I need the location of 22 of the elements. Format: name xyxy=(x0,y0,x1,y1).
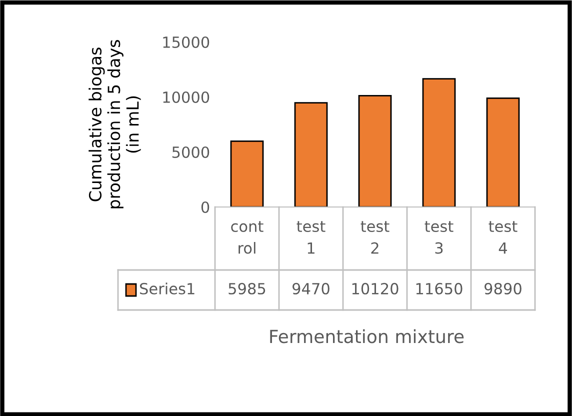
bar xyxy=(422,78,456,207)
data-label: 11650 xyxy=(416,282,462,294)
x-tick-label: test 3 xyxy=(424,221,454,254)
data-label: 5985 xyxy=(228,282,266,294)
data-label: 10120 xyxy=(352,282,398,294)
x-tick-label: test 2 xyxy=(360,221,390,254)
y-tick-label: 15000 xyxy=(163,36,210,48)
bar xyxy=(230,140,264,207)
data-label: 9890 xyxy=(484,282,522,294)
bar xyxy=(294,102,328,207)
y-axis-title: Cumulative biogas production in 5 days (in mL) xyxy=(88,40,141,208)
y-tick-label: 5000 xyxy=(172,146,210,158)
bar xyxy=(486,98,520,207)
x-axis-title: Fermentation mixture xyxy=(270,329,464,344)
y-tick-label: 10000 xyxy=(163,91,210,104)
data-label: 9470 xyxy=(292,282,330,294)
x-tick-label: cont rol xyxy=(231,221,264,254)
bar xyxy=(358,94,392,207)
x-tick-label: test 4 xyxy=(488,221,518,254)
legend-label: Series1 xyxy=(140,282,194,294)
x-tick-label: test 1 xyxy=(296,221,326,254)
y-tick-label: 0 xyxy=(201,201,210,214)
